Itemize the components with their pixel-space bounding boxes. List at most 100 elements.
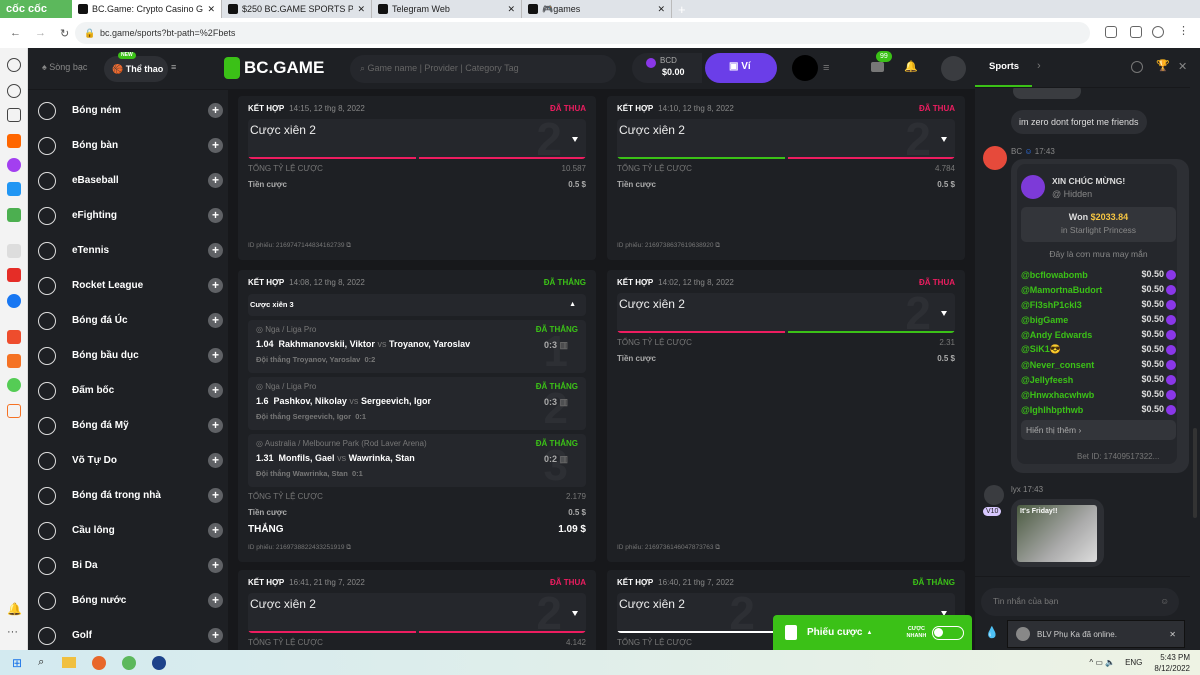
quick-bet-toggle[interactable]	[932, 625, 965, 640]
close-icon[interactable]: ✕	[1169, 629, 1176, 639]
sport-nav-item[interactable]: Cầu lông +	[38, 513, 223, 548]
copy-icon[interactable]: ⧉	[346, 242, 351, 249]
coupon-icon[interactable]	[7, 354, 21, 368]
expand-plus-icon[interactable]: +	[208, 418, 223, 433]
windows-start-icon[interactable]: ⊞	[12, 655, 23, 670]
browser-tab[interactable]: Telegram Web ✕	[372, 0, 522, 18]
sport-nav-item[interactable]: Bóng bàn +	[38, 128, 223, 163]
bet-slip-bar[interactable]: Phiếu cược ▲ CƯỢC NHANH	[773, 615, 972, 650]
expand-plus-icon[interactable]: +	[208, 383, 223, 398]
more-icon[interactable]: ···	[7, 626, 18, 638]
firefox-icon[interactable]	[92, 655, 107, 670]
messenger-icon[interactable]	[7, 158, 21, 172]
parlay-toggle[interactable]: 2 Cược xiên 2	[617, 119, 955, 159]
expand-plus-icon[interactable]: +	[208, 208, 223, 223]
copy-icon[interactable]: ⧉	[715, 544, 720, 551]
sport-nav-item[interactable]: Golf +	[38, 618, 223, 653]
copy-icon[interactable]: ⧉	[346, 544, 351, 551]
stats-icon[interactable]: ▥	[559, 454, 568, 464]
bell-icon[interactable]: 🔔	[7, 602, 22, 616]
sports-tab[interactable]: 🏀 Thể thao NEW	[104, 52, 168, 82]
expand-plus-icon[interactable]: +	[208, 488, 223, 503]
expand-plus-icon[interactable]: +	[208, 138, 223, 153]
reload-icon[interactable]: ↻	[60, 27, 70, 40]
sport-nav-item[interactable]: eFighting +	[38, 198, 223, 233]
forward-icon[interactable]: →	[35, 27, 46, 39]
close-icon[interactable]: ✕	[1178, 61, 1188, 73]
language-indicator[interactable]: ENG	[1125, 658, 1143, 667]
expand-plus-icon[interactable]: +	[208, 313, 223, 328]
mail-icon[interactable]	[871, 62, 884, 72]
zalo-icon[interactable]	[7, 182, 21, 196]
back-icon[interactable]: ←	[10, 27, 21, 39]
cart-icon[interactable]	[7, 404, 21, 418]
coccoc-logo[interactable]: cốc cốc	[0, 0, 72, 18]
add-icon[interactable]	[7, 244, 21, 258]
parlay-toggle[interactable]: 2 Cược xiên 2	[248, 119, 586, 159]
sport-nav-item[interactable]: eTennis +	[38, 233, 223, 268]
show-more-button[interactable]: Hiển thị thêm ›	[1021, 420, 1176, 440]
sport-nav-item[interactable]: Bóng nước +	[38, 583, 223, 618]
parlay-toggle[interactable]: 2 Cược xiên 2	[617, 293, 955, 333]
expand-plus-icon[interactable]: +	[208, 558, 223, 573]
sport-nav-item[interactable]: Rocket League +	[38, 268, 223, 303]
chat-toggle-icon[interactable]	[941, 56, 966, 81]
bcgame-logo[interactable]: BC.GAME	[224, 57, 324, 79]
expand-plus-icon[interactable]: +	[208, 278, 223, 293]
tray-icons[interactable]: ^ ▭ 🔈	[1089, 658, 1116, 667]
close-tab-icon[interactable]: ✕	[507, 3, 515, 14]
search-icon[interactable]: ⌕	[38, 656, 45, 668]
expand-plus-icon[interactable]: +	[208, 628, 223, 643]
browser-tab[interactable]: BC.Game: Crypto Casino Gam ✕	[72, 0, 222, 18]
sport-nav-item[interactable]: Võ Tự Do +	[38, 443, 223, 478]
chat-input[interactable]: Tin nhắn của bạn ☺	[981, 588, 1179, 616]
copy-icon[interactable]: ⧉	[715, 242, 720, 249]
close-tab-icon[interactable]: ✕	[657, 3, 665, 14]
expand-plus-icon[interactable]: +	[208, 348, 223, 363]
parlay-toggle[interactable]: 2 Cược xiên 2	[248, 593, 586, 633]
expand-plus-icon[interactable]: +	[208, 453, 223, 468]
history-icon[interactable]	[7, 84, 21, 98]
trophy-icon[interactable]: 🏆	[1156, 60, 1170, 72]
sport-nav-item[interactable]: Bóng đá Úc +	[38, 303, 223, 338]
expand-plus-icon[interactable]: +	[208, 243, 223, 258]
settings-icon[interactable]	[7, 58, 21, 72]
list-icon[interactable]: ≡	[823, 62, 830, 74]
clock[interactable]: 5:43 PM 8/12/2022	[1154, 652, 1190, 673]
stats-icon[interactable]: ▥	[559, 340, 568, 350]
expand-plus-icon[interactable]: +	[208, 173, 223, 188]
expand-plus-icon[interactable]: +	[208, 523, 223, 538]
sport-nav-item[interactable]: Bi Da +	[38, 548, 223, 583]
sport-nav-item[interactable]: Đấm bốc +	[38, 373, 223, 408]
sport-nav-item[interactable]: Bóng đá Mỹ +	[38, 408, 223, 443]
currency-selector[interactable]: BCD $0.00	[632, 53, 702, 83]
menu-icon[interactable]: ⋮	[1178, 25, 1189, 37]
sport-nav-item[interactable]: Bóng đá trong nhà +	[38, 478, 223, 513]
file-explorer-icon[interactable]	[62, 657, 77, 668]
extension-icon[interactable]	[1130, 26, 1142, 38]
crown-icon[interactable]	[7, 134, 21, 148]
coccoc-icon[interactable]	[122, 655, 137, 670]
sport-nav-item[interactable]: eBaseball +	[38, 163, 223, 198]
chevron-right-icon[interactable]: ›	[1037, 60, 1041, 72]
sport-nav-item[interactable]: Bóng ném +	[38, 93, 223, 128]
new-tab-button[interactable]: +	[678, 1, 686, 17]
youtube-icon[interactable]	[7, 268, 21, 282]
wallet-button[interactable]: ▣ Ví	[705, 53, 777, 83]
rain-icon[interactable]: 💧	[985, 627, 999, 639]
expand-plus-icon[interactable]: +	[208, 103, 223, 118]
info-icon[interactable]	[1131, 61, 1143, 73]
search-input[interactable]: ⌕ Game name | Provider | Category Tag	[350, 55, 616, 83]
bell-icon[interactable]: 🔔	[904, 61, 918, 73]
extension-icon[interactable]	[1105, 26, 1117, 38]
avatar[interactable]	[792, 55, 818, 81]
browser-tab[interactable]: $250 BC.GAME SPORTS PARL✕	[222, 0, 372, 18]
chat-room-tab[interactable]: Sports	[989, 61, 1020, 72]
gamepad-icon[interactable]	[7, 208, 21, 222]
stats-icon[interactable]: ▥	[559, 397, 568, 407]
profile-icon[interactable]	[1152, 26, 1164, 38]
bet-id-link[interactable]: Bet ID: 17409517322...	[1077, 452, 1160, 461]
url-input[interactable]: 🔒 bc.game/sports?bt-path=%2Fbets	[75, 22, 1090, 44]
emoji-icon[interactable]: ☺	[1160, 596, 1169, 606]
menu-toggle-icon[interactable]: ≡	[171, 62, 177, 72]
